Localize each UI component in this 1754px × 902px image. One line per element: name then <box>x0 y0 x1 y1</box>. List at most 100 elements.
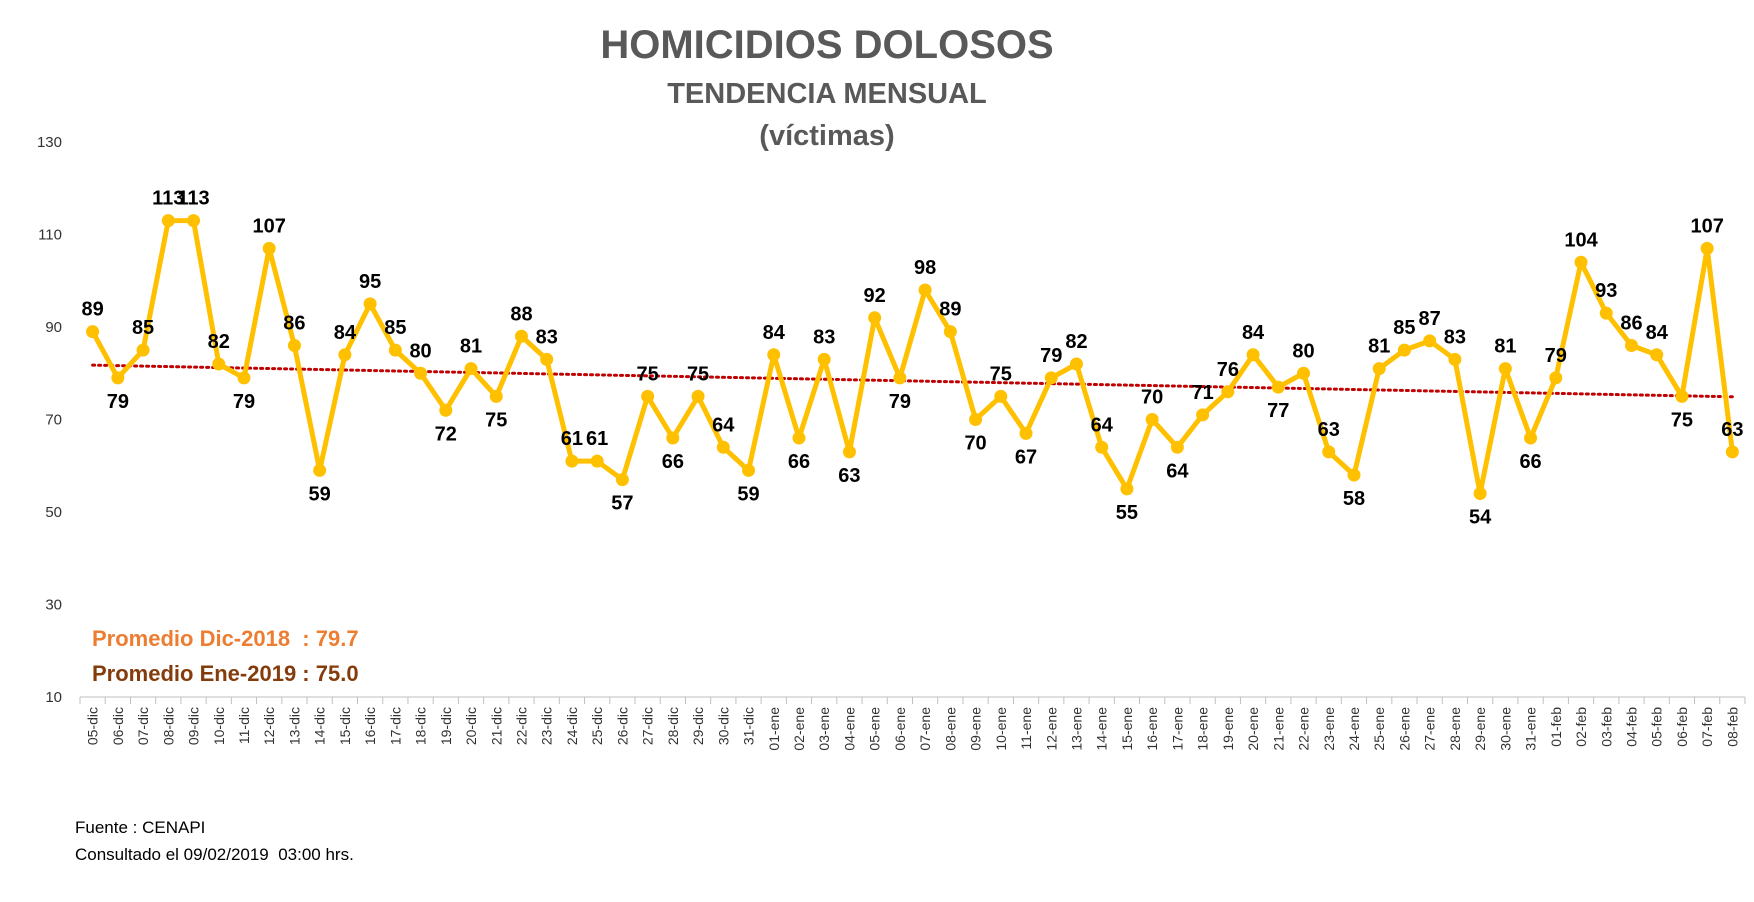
x-tick-label: 30-ene <box>1497 707 1513 751</box>
data-label: 70 <box>964 433 986 455</box>
data-label: 84 <box>1646 322 1669 344</box>
x-tick-label: 27-dic <box>640 707 656 745</box>
x-tick-label: 13-dic <box>286 707 302 745</box>
data-point <box>1019 426 1033 440</box>
y-tick-label: 30 <box>45 597 62 614</box>
data-point <box>187 214 201 228</box>
x-tick-label: 28-dic <box>665 707 681 745</box>
x-tick-label: 03-feb <box>1598 707 1614 747</box>
series-layer <box>86 214 1739 500</box>
data-label: 83 <box>1444 326 1466 348</box>
x-tick-label: 22-ene <box>1296 707 1312 751</box>
x-tick-label: 18-ene <box>1195 707 1211 751</box>
x-tick-label: 19-dic <box>438 707 454 745</box>
data-point <box>1347 468 1361 482</box>
data-point <box>1725 445 1739 459</box>
data-label: 107 <box>253 215 286 237</box>
data-label: 61 <box>586 428 608 450</box>
data-label: 54 <box>1469 507 1492 529</box>
x-tick-label: 05-ene <box>867 707 883 751</box>
data-label: 75 <box>485 409 507 431</box>
data-point <box>1271 380 1285 394</box>
data-label: 113 <box>177 188 209 210</box>
data-label: 95 <box>359 271 381 293</box>
x-tick-label: 20-ene <box>1245 707 1261 751</box>
data-point <box>1423 334 1437 348</box>
y-tick-label: 130 <box>37 134 62 151</box>
x-tick-label: 06-feb <box>1674 707 1690 747</box>
y-tick-label: 90 <box>45 319 62 336</box>
x-tick-label: 19-ene <box>1220 707 1236 751</box>
data-point <box>1145 413 1159 426</box>
data-label: 85 <box>132 317 154 339</box>
data-label: 57 <box>611 493 633 515</box>
data-label: 63 <box>838 465 860 487</box>
data-point <box>792 431 806 445</box>
x-tick-label: 12-ene <box>1043 707 1059 751</box>
data-label: 87 <box>1419 308 1441 330</box>
data-point <box>1120 482 1134 496</box>
x-tick-label: 31-ene <box>1523 707 1539 751</box>
data-label: 66 <box>788 451 810 473</box>
data-label: 64 <box>1091 414 1114 436</box>
data-point <box>842 445 856 459</box>
data-point <box>1675 389 1689 403</box>
data-point <box>514 329 528 343</box>
x-tick-label: 12-dic <box>261 707 277 745</box>
x-tick-label: 01-feb <box>1548 707 1564 747</box>
x-tick-label: 22-dic <box>513 707 529 745</box>
data-label: 67 <box>1015 446 1037 468</box>
data-label: 84 <box>334 322 357 344</box>
data-point <box>1650 348 1664 362</box>
x-tick-label: 16-ene <box>1144 707 1160 751</box>
x-tick-label: 06-dic <box>110 707 126 745</box>
data-point <box>943 325 957 339</box>
data-labels-layer: 8979851131138279107865984958580728175888… <box>81 188 1743 529</box>
data-point <box>1448 352 1462 366</box>
x-tick-label: 04-feb <box>1623 707 1639 747</box>
data-point <box>313 463 327 477</box>
data-point <box>489 389 503 403</box>
data-label: 58 <box>1343 488 1365 510</box>
x-tick-label: 11-dic <box>236 707 252 744</box>
data-label: 107 <box>1690 215 1723 237</box>
data-point <box>1473 487 1487 500</box>
average-january: Promedio Ene-2019 : 75.0 <box>92 661 359 686</box>
x-tick-label: 17-ene <box>1169 707 1185 751</box>
data-label: 79 <box>889 391 911 413</box>
data-label: 84 <box>763 322 786 344</box>
x-tick-label: 26-dic <box>614 707 630 745</box>
x-tick-label: 11-ene <box>1018 707 1034 750</box>
x-tick-label: 25-ene <box>1371 707 1387 751</box>
data-point <box>1624 339 1638 352</box>
data-label: 85 <box>1393 317 1415 339</box>
data-point <box>615 473 629 487</box>
x-tick-label: 20-dic <box>463 707 479 745</box>
data-label: 86 <box>283 313 305 335</box>
data-point <box>262 241 276 255</box>
data-label: 85 <box>384 317 406 339</box>
x-tick-label: 06-ene <box>892 707 908 751</box>
x-tick-label: 05-feb <box>1649 707 1665 747</box>
data-label: 89 <box>81 299 103 321</box>
data-label: 61 <box>561 428 583 450</box>
data-label: 84 <box>1242 322 1265 344</box>
chart-subtitle-2: (víctimas) <box>759 120 894 152</box>
data-point <box>1574 255 1588 269</box>
x-tick-label: 03-ene <box>816 707 832 751</box>
x-tick-label: 24-ene <box>1346 707 1362 751</box>
x-tick-label: 13-ene <box>1068 707 1084 751</box>
data-label: 82 <box>208 331 230 353</box>
data-label: 79 <box>107 391 129 413</box>
x-tick-label: 07-feb <box>1699 707 1715 747</box>
data-label: 75 <box>1671 409 1693 431</box>
series-line <box>90 218 1735 496</box>
x-tick-label: 07-ene <box>917 707 933 751</box>
data-point <box>540 352 554 366</box>
data-point <box>817 352 831 366</box>
x-tick-label: 09-ene <box>968 707 984 751</box>
data-label: 71 <box>1191 382 1213 404</box>
data-label: 81 <box>460 336 482 358</box>
data-label: 81 <box>1494 336 1516 358</box>
data-point <box>464 362 478 376</box>
